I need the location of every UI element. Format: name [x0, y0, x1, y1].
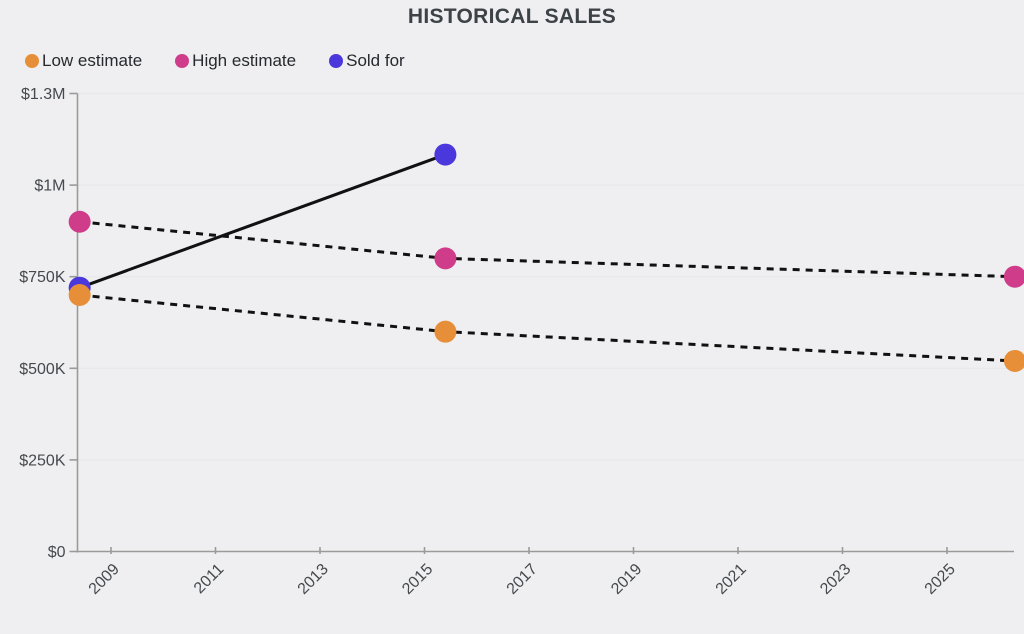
y-tick-label: $750K: [19, 269, 66, 286]
legend-label-low-estimate: Low estimate: [42, 51, 143, 70]
high-estimate-trend-line: [79, 220, 1015, 279]
legend-item-low-estimate[interactable]: Low estimate: [25, 52, 142, 69]
legend-label-sold-for: Sold for: [346, 51, 405, 70]
x-tick-label: 2013: [295, 561, 332, 598]
high-estimate-dot-icon: [175, 53, 190, 68]
y-tick-label: $0: [48, 544, 66, 561]
data-point-sold-for[interactable]: [434, 143, 457, 166]
x-tick-label: 2015: [399, 561, 436, 598]
y-tick-label: $1M: [34, 178, 65, 195]
sold-for-dot-icon: [329, 53, 344, 68]
x-tick-label: 2009: [86, 561, 123, 598]
x-tick-label: 2023: [817, 561, 854, 598]
chart-legend: Low estimate High estimate Sold for: [25, 52, 405, 69]
y-tick-label: $1.3M: [21, 86, 65, 103]
y-tick-label: $250K: [19, 452, 66, 469]
low-estimate-trend-line: [79, 293, 1016, 363]
x-tick-label: 2011: [191, 561, 227, 597]
data-point-low-estimate[interactable]: [1003, 349, 1024, 372]
x-tick-label: 2019: [608, 561, 645, 598]
legend-item-sold-for[interactable]: Sold for: [329, 52, 405, 69]
y-tick-label: $500K: [19, 361, 66, 378]
data-point-high-estimate[interactable]: [434, 247, 457, 270]
x-tick-label: 2025: [922, 561, 959, 598]
legend-item-high-estimate[interactable]: High estimate: [175, 52, 296, 69]
data-point-high-estimate[interactable]: [68, 210, 91, 233]
legend-label-high-estimate: High estimate: [192, 51, 297, 70]
data-point-high-estimate[interactable]: [1003, 265, 1024, 288]
data-point-low-estimate[interactable]: [68, 284, 91, 307]
x-tick-label: 2017: [504, 561, 541, 598]
x-tick-label: 2021: [713, 561, 750, 598]
low-estimate-dot-icon: [25, 53, 39, 68]
sold-for-trend-line: [79, 153, 446, 290]
data-point-low-estimate[interactable]: [434, 320, 457, 343]
chart-title: HISTORICAL SALES: [407, 5, 617, 28]
